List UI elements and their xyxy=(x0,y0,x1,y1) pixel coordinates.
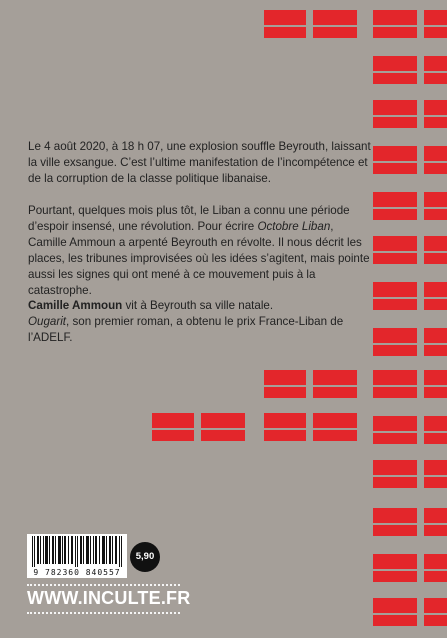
red-block xyxy=(373,100,417,128)
red-block xyxy=(264,413,306,441)
price-badge: 5,90 xyxy=(130,542,160,572)
red-block xyxy=(313,370,357,398)
red-block xyxy=(424,146,447,174)
red-block xyxy=(313,10,357,38)
summary-paragraph-1: Le 4 août 2020, à 18 h 07, une explosion… xyxy=(28,140,371,185)
red-block xyxy=(373,192,417,220)
red-block xyxy=(373,56,417,84)
isbn-barcode: 9 782360 840557 xyxy=(27,534,127,578)
red-block xyxy=(424,598,447,626)
book-title: Octobre Liban xyxy=(257,220,331,233)
red-block xyxy=(373,10,417,38)
red-block xyxy=(373,598,417,626)
red-block xyxy=(373,282,417,310)
red-block xyxy=(424,56,447,84)
red-block xyxy=(264,370,306,398)
red-block xyxy=(424,370,447,398)
author-bio-line-2: , son premier roman, a obtenu le prix Fr… xyxy=(28,315,344,344)
first-novel-title: Ougarit xyxy=(28,315,67,328)
red-block xyxy=(373,370,417,398)
author-bio-line-1: vit à Beyrouth sa ville natale. xyxy=(122,299,274,312)
author-name: Camille Ammoun xyxy=(28,299,123,312)
barcode-bars xyxy=(32,536,122,567)
paragraph-2-before-title: Pourtant, quelques mois plus tôt, le Lib… xyxy=(28,204,350,233)
red-block xyxy=(373,554,417,582)
red-block xyxy=(424,236,447,264)
red-block xyxy=(424,508,447,536)
red-block xyxy=(373,146,417,174)
red-block xyxy=(424,100,447,128)
red-block xyxy=(424,10,447,38)
dotted-divider-top xyxy=(27,584,180,586)
author-bio: Camille Ammoun vit à Beyrouth sa ville n… xyxy=(28,298,373,346)
red-block xyxy=(424,460,447,488)
dotted-divider-bottom xyxy=(27,612,180,614)
red-block xyxy=(373,328,417,356)
red-block xyxy=(424,282,447,310)
paragraph-2-after-title: , Camille Ammoun a arpenté Beyrouth en r… xyxy=(28,220,370,297)
red-block xyxy=(152,413,194,441)
red-block xyxy=(373,460,417,488)
publisher-url: WWW.INCULTE.FR xyxy=(27,588,191,608)
summary-paragraph-2: Pourtant, quelques mois plus tôt, le Lib… xyxy=(28,203,373,299)
red-block xyxy=(424,416,447,444)
red-block xyxy=(424,328,447,356)
red-block xyxy=(424,554,447,582)
red-block xyxy=(264,10,306,38)
isbn-number: 9 782360 840557 xyxy=(33,568,121,577)
red-block xyxy=(373,416,417,444)
red-block xyxy=(201,413,245,441)
red-block xyxy=(373,508,417,536)
red-block xyxy=(373,236,417,264)
red-block xyxy=(313,413,357,441)
red-block xyxy=(424,192,447,220)
